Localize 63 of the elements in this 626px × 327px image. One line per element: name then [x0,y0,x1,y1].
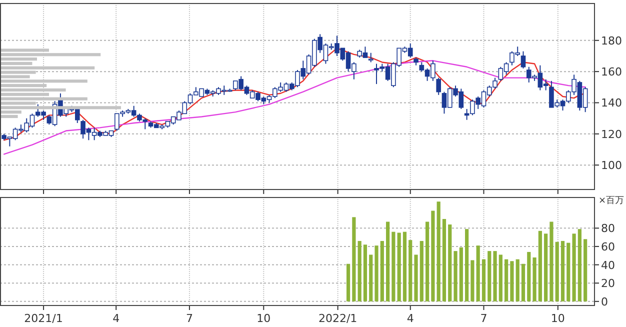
bar [448,224,452,302]
bar [420,240,424,302]
bar [555,242,559,302]
bar [431,210,435,302]
bar [476,246,480,302]
bar [572,234,576,302]
bar [493,251,497,302]
bar [482,259,486,302]
bar [426,222,430,302]
x-tick-label: 10 [550,312,565,325]
bar [584,239,588,302]
y-tick-label: 80 [601,222,615,236]
bar [392,232,396,302]
y-tick-label: 20 [601,277,615,290]
bar [465,229,469,302]
bar [1,114,18,118]
bar [436,202,440,302]
y-tick-label: 160 [601,66,622,79]
bar [560,240,565,302]
bar [459,247,463,302]
bar [521,264,526,302]
bar [566,242,570,302]
bar [488,251,492,302]
bar [363,244,368,302]
bar [386,222,390,302]
bar [550,222,554,302]
bar [352,217,356,302]
x-tick-label: 2021/1 [24,312,63,325]
y-tick-label: 120 [601,128,622,141]
bar [358,240,362,302]
bar [504,259,508,302]
bar [369,254,373,302]
bar [510,261,514,302]
y-axis-title: ×百万 [598,196,624,206]
bar [532,257,536,302]
bar [527,252,531,302]
bar [544,234,548,302]
y-tick-label: 180 [601,34,622,48]
y-tick-label: 0 [601,295,608,308]
bar [408,240,412,302]
bar [516,259,520,302]
bar [498,254,502,302]
bar [414,254,418,302]
x-tick-label: 4 [406,312,414,325]
x-tick-label: 7 [186,312,193,325]
bar [402,232,407,302]
bar [538,230,542,302]
bar [380,240,384,302]
x-tick-label: 2022/1 [318,312,358,325]
bar [470,260,474,302]
y-tick-label: 100 [601,159,622,172]
bar [578,229,582,302]
bar [374,246,378,302]
x-tick-label: 4 [112,312,120,325]
bar [454,251,458,302]
y-tick-label: 60 [601,240,615,254]
bar [442,218,446,302]
x-tick-label: 10 [256,312,271,325]
x-tick-label: 7 [480,312,488,325]
bar [346,264,350,302]
bar [397,232,401,302]
y-tick-label: 140 [601,96,622,110]
y-tick-label: 40 [601,258,615,272]
